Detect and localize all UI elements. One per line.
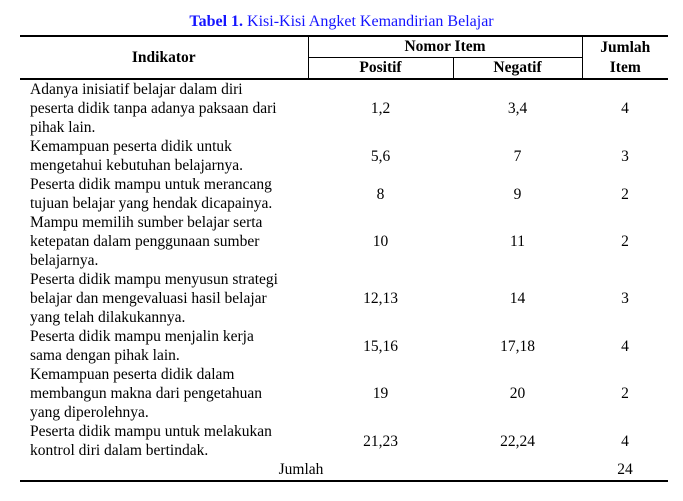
footer-jumlah-label: Jumlah [20, 460, 583, 482]
jumlah-cell: 4 [621, 100, 629, 117]
table-caption: Tabel 1. Kisi-Kisi Angket Kemandirian Be… [0, 0, 683, 32]
table-row: Kemampuan peserta didik untuk mengetahui… [20, 137, 668, 175]
indikator-cell: Kemampuan peserta didik untuk mengetahui… [30, 138, 244, 174]
footer-total-value: 24 [582, 460, 669, 482]
jumlah-cell: 2 [621, 385, 629, 402]
jumlah-cell: 2 [621, 233, 629, 250]
positif-cell: 5,6 [370, 147, 391, 165]
table-row: Peserta didik mampu menyusun strategi be… [20, 270, 668, 327]
jumlah-cell: 4 [621, 432, 629, 450]
table-caption-number: Tabel 1. [189, 13, 244, 30]
table-caption-text: Kisi-Kisi Angket Kemandirian Belajar [247, 13, 494, 30]
indikator-cell: Mampu memilih sumber belajar serta ketep… [30, 214, 263, 269]
col-header-nomor-item: Nomor Item [308, 36, 583, 58]
header-row-2: Positif Negatif [20, 57, 668, 80]
positif-cell: 8 [376, 185, 385, 203]
kisi-kisi-table: Indikator Nomor Item Jumlah Item Positif… [20, 35, 669, 482]
negatif-cell: 9 [513, 185, 522, 203]
table-row: Peserta didik mampu menjalin kerja sama … [20, 327, 668, 365]
positif-cell: 10 [372, 233, 389, 250]
col-header-negatif: Negatif [453, 57, 583, 80]
positif-cell: 15,16 [363, 337, 398, 355]
table-header: Indikator Nomor Item Jumlah Item Positif… [20, 36, 669, 80]
positif-cell: 21,23 [363, 432, 398, 450]
jumlah-cell: 2 [621, 185, 629, 203]
table-row: Peserta didik mampu untuk merancang tuju… [20, 175, 668, 213]
table-row: Peserta didik mampu untuk melakukan kont… [20, 422, 668, 460]
indikator-cell: Adanya inisiatif belajar dalam diri pese… [30, 81, 277, 136]
col-header-positif: Positif [308, 57, 454, 80]
table-row: Kemampuan peserta didik dalam membangun … [20, 365, 668, 422]
jumlah-cell: 4 [621, 337, 629, 355]
col-header-jumlah-item: Jumlah Item [581, 36, 669, 80]
positif-cell: 1,2 [370, 100, 391, 117]
jumlah-cell: 3 [621, 147, 629, 165]
table-row: Mampu memilih sumber belajar serta ketep… [20, 213, 668, 270]
jumlah-cell: 3 [621, 290, 629, 307]
negatif-cell: 7 [513, 147, 522, 165]
negatif-cell: 17,18 [500, 337, 535, 355]
negatif-cell: 22,24 [500, 432, 535, 450]
header-row-1: Indikator Nomor Item Jumlah Item [20, 36, 669, 80]
indikator-cell: Kemampuan peserta didik dalam membangun … [30, 366, 262, 421]
indikator-cell: Peserta didik mampu menyusun strategi be… [30, 271, 278, 326]
negatif-cell: 20 [509, 385, 526, 402]
negatif-cell: 11 [510, 233, 525, 250]
table-body: Adanya inisiatif belajar dalam diri pese… [20, 79, 669, 482]
table-footer-row: Jumlah 24 [20, 460, 669, 482]
negatif-cell: 14 [509, 290, 526, 307]
table-row: Adanya inisiatif belajar dalam diri pese… [20, 79, 668, 137]
negatif-cell: 3,4 [507, 100, 528, 117]
positif-cell: 12,13 [363, 290, 398, 307]
indikator-cell: Peserta didik mampu untuk melakukan kont… [30, 423, 272, 459]
col-header-indikator: Indikator [20, 36, 309, 80]
indikator-cell: Peserta didik mampu menjalin kerja sama … [30, 328, 254, 364]
positif-cell: 19 [372, 385, 389, 402]
indikator-cell: Peserta didik mampu untuk merancang tuju… [30, 176, 273, 212]
